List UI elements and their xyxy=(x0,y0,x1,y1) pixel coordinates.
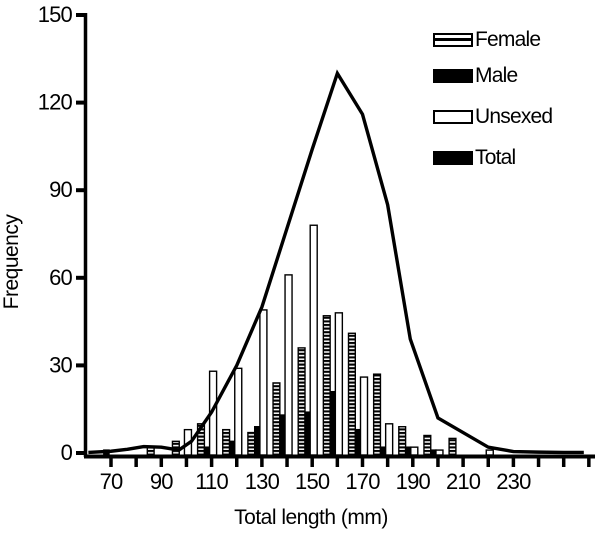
axes-layer xyxy=(76,13,595,467)
legend-label-female: Female xyxy=(475,28,541,51)
total-line-layer xyxy=(88,69,584,455)
bar-unsexed-170 xyxy=(359,376,369,456)
x-tick-label-70: 70 xyxy=(100,469,123,494)
bar-unsexed-150 xyxy=(309,224,318,456)
bar-male-160 xyxy=(329,390,337,456)
legend-label-total: Total xyxy=(475,146,516,169)
bar-unsexed-160 xyxy=(334,312,344,456)
legend-label-male: Male xyxy=(475,64,518,87)
bar-female-190 xyxy=(398,426,407,456)
bar-unsexed-140 xyxy=(284,274,293,456)
bar-male-180 xyxy=(379,446,387,456)
bar-male-130 xyxy=(253,426,261,456)
total-line xyxy=(88,69,584,455)
bars-layer xyxy=(103,224,494,456)
y-axis-title: Frequency xyxy=(0,214,23,310)
legend-item-unsexed: Unsexed xyxy=(433,105,553,128)
bar-female-140 xyxy=(272,382,281,456)
legend-swatch-total-line xyxy=(433,150,473,165)
bar-unsexed-190 xyxy=(410,446,419,456)
bar-male-140 xyxy=(279,414,286,456)
bar-female-200 xyxy=(423,434,432,456)
x-tick-label-170: 170 xyxy=(345,469,380,494)
bar-female-150 xyxy=(297,347,306,456)
x-axis-title: Total length (mm) xyxy=(234,506,388,529)
y-tick-label-150: 150 xyxy=(38,2,73,27)
y-tick-label-0: 0 xyxy=(61,440,73,465)
x-tick-label-210: 210 xyxy=(446,469,481,494)
bar-male-110 xyxy=(203,446,211,456)
legend-swatch-female-striped xyxy=(433,32,473,47)
bar-female-170 xyxy=(347,332,357,456)
bar-male-190 xyxy=(404,446,412,456)
x-tick-label-190: 190 xyxy=(396,469,431,494)
legend-label-unsexed: Unsexed xyxy=(475,105,553,128)
legend-item-female: Female xyxy=(433,28,541,51)
legend-swatch-unsexed-open xyxy=(433,109,473,124)
y-tick-label-120: 120 xyxy=(38,90,73,115)
bar-male-170 xyxy=(354,428,362,456)
bar-male-150 xyxy=(304,411,311,456)
x-tick-label-90: 90 xyxy=(150,469,173,494)
bar-female-120 xyxy=(222,428,231,456)
bar-unsexed-130 xyxy=(259,309,268,456)
bar-male-120 xyxy=(228,440,236,456)
tick-labels-layer: 0 30 60 90 120 150 70 90 110 130 150 170 190 210 230 xyxy=(38,2,532,494)
legend-item-total: Total xyxy=(433,146,516,169)
bar-female-210 xyxy=(448,437,457,456)
x-tick-label-110: 110 xyxy=(195,469,228,494)
bar-female-160 xyxy=(322,315,331,456)
bar-unsexed-220 xyxy=(485,449,494,456)
bar-female-180 xyxy=(372,373,382,456)
legend-swatch-male-solid xyxy=(433,68,473,83)
y-tick-label-30: 30 xyxy=(49,352,72,377)
bar-female-130 xyxy=(247,431,256,456)
x-tick-label-230: 230 xyxy=(496,469,531,494)
x-tick-label-130: 130 xyxy=(245,469,280,494)
x-tick-label-150: 150 xyxy=(295,469,330,494)
y-tick-label-60: 60 xyxy=(49,265,72,290)
y-tick-label-90: 90 xyxy=(49,177,72,202)
bar-male-200 xyxy=(430,449,437,456)
bar-unsexed-200 xyxy=(435,449,444,456)
bar-unsexed-180 xyxy=(384,423,394,456)
bar-unsexed-120 xyxy=(234,367,243,456)
legend-item-male: Male xyxy=(433,64,518,87)
